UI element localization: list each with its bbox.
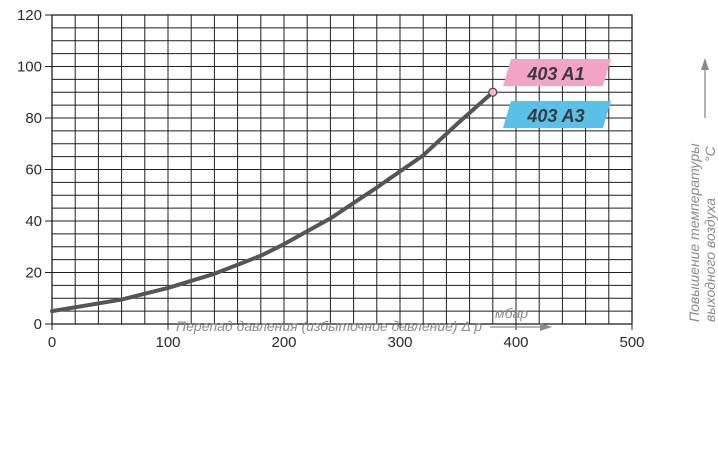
x-tick-label: 100 xyxy=(155,334,180,351)
y-axis-unit: °C xyxy=(702,145,718,162)
badge-403-a3: 403 A3 xyxy=(503,101,611,128)
x-axis-unit: мбар xyxy=(495,305,528,321)
x-axis-label: Перепад давления (избыточное давление) Δ… xyxy=(176,318,482,334)
y-tick-label: 120 xyxy=(17,7,42,24)
curve-layer xyxy=(50,87,498,314)
y-direction-arrow xyxy=(701,58,709,118)
temperature-curve xyxy=(50,90,495,314)
x-tick-label: 500 xyxy=(619,334,644,351)
badge-403-a3-label: 403 A3 xyxy=(526,106,584,126)
x-direction-arrow xyxy=(490,323,552,331)
y-tick-label: 0 xyxy=(34,316,42,333)
badge-403-a1-shape xyxy=(503,59,611,86)
y-axis-label-line1: Повышение температуры xyxy=(686,143,702,322)
x-tick-label: 0 xyxy=(48,334,56,351)
y-tick-label: 60 xyxy=(25,162,42,179)
x-tick-label: 300 xyxy=(387,334,412,351)
y-tick-label: 80 xyxy=(25,110,42,127)
y-tick-label: 100 xyxy=(17,59,42,76)
curve-endpoint-marker xyxy=(488,87,498,97)
badge-403-a1: 403 A1 xyxy=(503,59,611,86)
badge-403-a1-label: 403 A1 xyxy=(526,64,584,84)
y-tick-label: 40 xyxy=(25,213,42,230)
y-axis-label-line2: выходного воздуха xyxy=(702,198,718,322)
y-axis-title: Повышение температуры выходного воздуха … xyxy=(686,143,718,322)
y-axis-ticks: 0 20 40 60 80 100 120 xyxy=(17,7,52,333)
y-tick-label: 20 xyxy=(25,265,42,282)
chart-grid xyxy=(52,15,632,324)
x-tick-label: 400 xyxy=(503,334,528,351)
badge-403-a3-shape xyxy=(503,101,611,128)
x-axis-ticks: 0 100 200 300 400 500 xyxy=(48,324,645,351)
x-tick-label: 200 xyxy=(271,334,296,351)
